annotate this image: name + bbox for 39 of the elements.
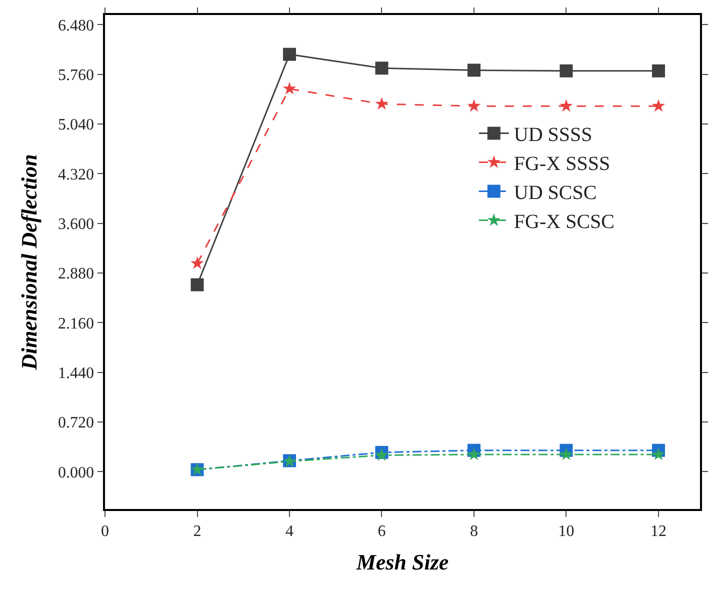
y-axis-title: Dimensional Deflection — [16, 154, 42, 371]
point — [467, 99, 481, 112]
y-tick-label: 3.600 — [58, 216, 94, 233]
point — [375, 62, 388, 75]
point — [283, 48, 296, 61]
point — [375, 97, 388, 110]
legend-label: UD SSSS — [514, 124, 592, 146]
point — [652, 99, 666, 112]
y-tick-label: 2.880 — [58, 266, 94, 283]
y-tick-label: 4.320 — [58, 166, 94, 184]
y-tick-label: 1.440 — [58, 364, 94, 382]
y-tick-label: 0.720 — [58, 414, 94, 432]
legend-label: UD SCSC — [514, 182, 597, 204]
x-tick-label: 4 — [286, 522, 294, 540]
point — [190, 256, 204, 270]
x-tick-label: 12 — [650, 522, 666, 540]
x-tick-label: 0 — [101, 522, 109, 540]
point — [560, 64, 573, 78]
point — [375, 448, 388, 461]
x-tick-label: 10 — [558, 522, 574, 540]
x-tick-label: 8 — [470, 522, 478, 540]
legend-label: FG-X SSSS — [514, 153, 610, 176]
x-tick-label: 6 — [378, 522, 386, 540]
point — [467, 447, 481, 460]
y-tick-label: 5.040 — [58, 116, 94, 134]
point — [652, 64, 665, 78]
point — [282, 82, 296, 94]
x-tick-label: 2 — [193, 522, 202, 540]
x-axis-title: Mesh Size — [355, 549, 449, 574]
y-tick-label: 6.480 — [58, 17, 94, 34]
y-tick-label: 0.000 — [58, 464, 94, 482]
y-tick-label: 5.760 — [58, 66, 94, 84]
point — [652, 447, 666, 460]
point — [467, 64, 480, 77]
legend-label: FG-X SCSC — [514, 211, 615, 234]
point — [560, 447, 573, 460]
point — [560, 99, 573, 112]
point — [190, 278, 204, 292]
y-tick-label: 2.160 — [58, 315, 94, 332]
